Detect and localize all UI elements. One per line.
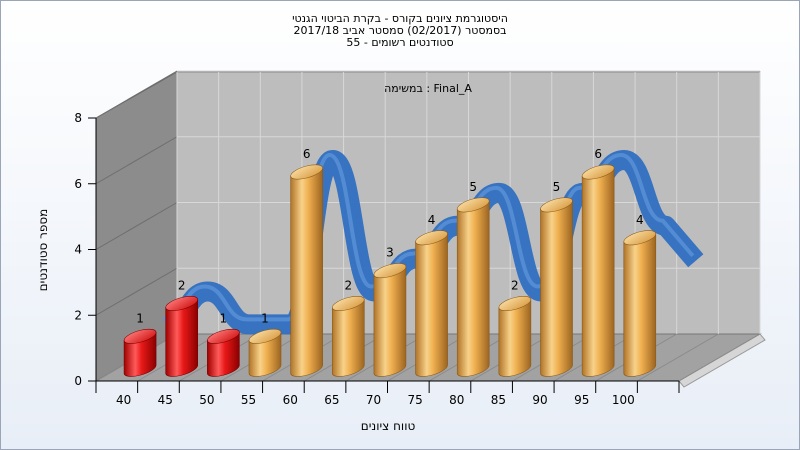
y-tick-label: 6 — [74, 177, 82, 191]
bar-value-label: 3 — [386, 246, 394, 260]
bar-top — [415, 230, 448, 246]
x-tick-label: 100 — [612, 393, 635, 407]
x-tick-label: 75 — [408, 393, 423, 407]
bar-top — [498, 295, 532, 312]
chart-title-line-1: היסטוגרמת ציונים בקורס - בקרת הביטוי הגנ… — [292, 12, 508, 25]
bar-body — [331, 299, 365, 377]
bar-value-label: 5 — [469, 180, 477, 194]
bar-value-label: 5 — [553, 180, 561, 194]
y-tick-label: 4 — [74, 243, 82, 257]
bar-top — [165, 295, 199, 312]
trend-ribbon-highlight — [162, 152, 695, 322]
y-tick-label: 0 — [74, 374, 82, 388]
x-tick-label: 50 — [199, 393, 214, 407]
bar-value-label: 6 — [594, 147, 602, 161]
bar-top — [207, 328, 240, 344]
x-tick-label: 60 — [283, 393, 298, 407]
bar-body — [415, 233, 448, 377]
bar-top — [623, 230, 657, 246]
grid-line-floor — [637, 333, 719, 382]
bar-top — [581, 164, 615, 180]
bar: 2 — [331, 279, 365, 377]
chart-subtitle: במשימה : Final_A — [384, 82, 472, 95]
y-tick-label: 2 — [74, 308, 82, 322]
bar-body — [456, 200, 490, 377]
x-tick-label: 95 — [574, 393, 589, 407]
bar-value-label: 2 — [344, 279, 352, 293]
bar: 1 — [207, 311, 240, 377]
x-axis-title: טווח ציונים — [361, 419, 416, 433]
bar: 4 — [623, 213, 657, 377]
bar-top — [248, 328, 282, 344]
bar: 4 — [415, 213, 448, 377]
bar-value-label: 1 — [261, 311, 269, 325]
bar-top — [331, 295, 365, 312]
bar-value-label: 1 — [136, 311, 144, 325]
x-tick-label: 70 — [366, 393, 381, 407]
chart-title-line-3: סטודנטים רשומים - 55 — [346, 36, 454, 49]
x-tick-label: 65 — [324, 393, 339, 407]
bar-body — [540, 200, 573, 377]
bar-body — [290, 167, 323, 377]
bar-body — [581, 167, 615, 377]
grid-line-side — [95, 202, 178, 250]
grid-line-floor — [678, 333, 761, 382]
bar-value-label: 4 — [428, 213, 436, 227]
grid-line-side — [95, 136, 178, 185]
bar: 5 — [540, 180, 573, 377]
bar-top — [456, 197, 490, 213]
bar-value-label: 6 — [303, 147, 311, 161]
bar-value-label: 1 — [220, 311, 228, 325]
bar-value-label: 2 — [178, 279, 186, 293]
bar: 1 — [248, 311, 282, 377]
x-tick-label: 40 — [116, 393, 131, 407]
grid-line-side — [95, 70, 178, 119]
grid-line-side — [95, 267, 178, 316]
bar-body — [498, 299, 532, 377]
bar-body — [165, 299, 199, 377]
bar: 1 — [123, 311, 157, 377]
bar: 3 — [373, 246, 407, 377]
x-tick-label: 45 — [158, 393, 173, 407]
x-tick-label: 80 — [449, 393, 464, 407]
x-tick-label: 85 — [491, 393, 506, 407]
bar-value-label: 4 — [636, 213, 644, 227]
bar: 2 — [165, 279, 199, 377]
bar-top — [290, 164, 323, 180]
bar-top — [540, 197, 573, 213]
bar-body — [373, 266, 407, 377]
bar: 6 — [581, 147, 615, 377]
x-tick-label: 90 — [532, 393, 547, 407]
y-axis-title: מספר סטודנטים — [36, 209, 50, 292]
chart-title-line-2: בסמסטר (02/2017) סמסטר אביב 2017/18 — [293, 24, 507, 37]
bar-top — [373, 263, 407, 279]
y-tick-label: 8 — [74, 111, 82, 125]
bar: 2 — [498, 279, 532, 377]
bar: 5 — [456, 180, 490, 377]
bar: 6 — [290, 147, 323, 377]
bar-top — [123, 328, 157, 344]
bar-value-label: 2 — [511, 279, 519, 293]
x-tick-label: 55 — [241, 393, 256, 407]
bar-body — [623, 233, 657, 377]
